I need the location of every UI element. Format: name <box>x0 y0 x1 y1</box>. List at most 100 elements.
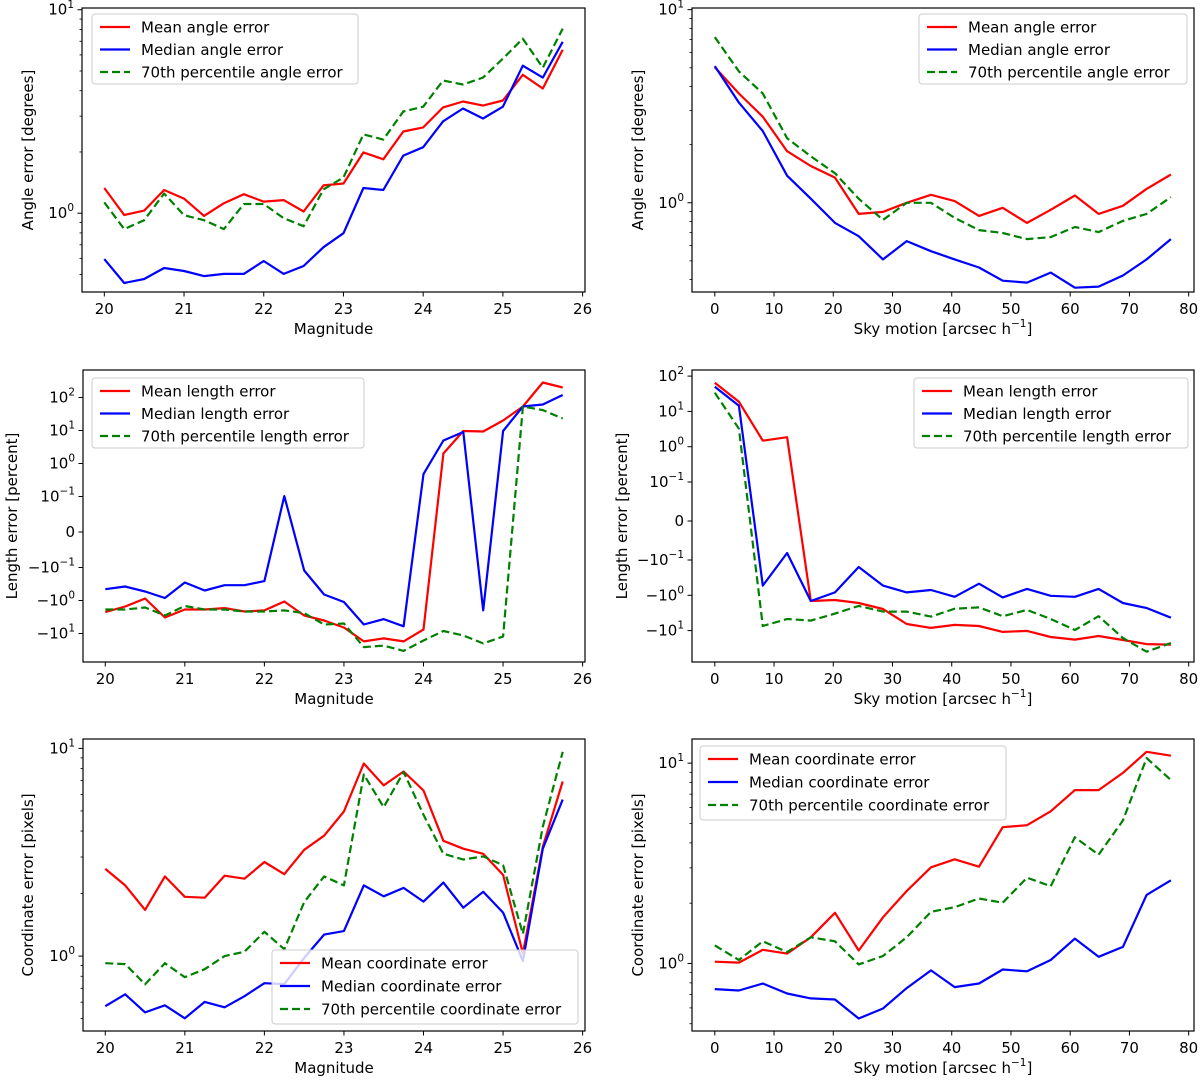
y-axis-label: Angle error [degrees] <box>19 70 37 231</box>
legend-label-median: Median coordinate error <box>321 978 502 996</box>
y-tick-label: 102 <box>658 365 684 385</box>
x-tick-label: 25 <box>493 300 512 318</box>
legend-label-mean: Mean coordinate error <box>749 751 917 769</box>
legend-box <box>271 949 579 1025</box>
x-tick-label: 21 <box>175 1039 194 1057</box>
x-tick-label: 30 <box>883 1039 902 1057</box>
panel-coordinate-vs-magnitude: 100 101 20 21 22 23 24 25 26 Magnitude Coordinate … <box>19 737 592 1077</box>
series-group <box>105 381 564 653</box>
series-line-p70 <box>103 28 564 231</box>
y-tick-label: 100 <box>658 952 684 972</box>
legend-label-median: Median length error <box>963 405 1112 423</box>
y-axis-label: Coordinate error [pixels] <box>19 793 37 976</box>
series-line-median <box>713 65 1172 289</box>
x-tick-label: 40 <box>942 1039 961 1057</box>
legend-label-mean: Mean angle error <box>968 19 1097 37</box>
series-line-p70 <box>105 751 564 986</box>
axes-frame <box>691 738 1195 1032</box>
x-tick-label: 80 <box>1179 1039 1198 1057</box>
x-tick-label: 25 <box>494 1039 513 1057</box>
x-tick-label: 60 <box>1061 300 1080 318</box>
legend-box <box>913 377 1189 449</box>
y-tick-label: −101 <box>646 620 684 640</box>
x-tick-label: 50 <box>1001 300 1020 318</box>
y-tick-label: 100 <box>658 192 684 212</box>
panel-angle-vs-magnitude: 100 101 20 21 22 23 24 25 26 Magnitude Angle error… <box>19 0 592 338</box>
x-axis-label: Magnitude <box>294 690 373 708</box>
y-tick-label: 101 <box>658 400 684 420</box>
x-tick-label: 80 <box>1179 670 1198 688</box>
series-line-mean <box>713 66 1172 224</box>
x-tick-label: 40 <box>942 670 961 688</box>
legend-label-p70: 70th percentile length error <box>963 428 1172 446</box>
series-group <box>104 751 564 1020</box>
series-group <box>713 381 1172 653</box>
x-tick-label: 26 <box>573 300 592 318</box>
x-tick-label: 20 <box>824 300 843 318</box>
axes-frame <box>81 7 586 293</box>
y-tick-label: −100 <box>646 584 684 604</box>
x-tick-label: 24 <box>414 1039 433 1057</box>
y-tick-label: 101 <box>49 420 75 440</box>
series-line-median <box>104 799 564 1020</box>
y-tick-label: 0 <box>65 523 75 541</box>
series-line-p70 <box>105 405 564 653</box>
legend-label-mean: Mean length error <box>963 383 1098 401</box>
legend: Mean length error Median length error 70th… <box>91 377 365 449</box>
x-tick-label: 24 <box>414 300 433 318</box>
legend: Mean coordinate error Median coordinate e… <box>271 949 579 1025</box>
x-tick-label: 20 <box>96 670 115 688</box>
legend-box <box>918 13 1188 85</box>
legend: Mean angle error Median angle error 70th p… <box>918 13 1188 85</box>
legend-label-median: Median length error <box>141 405 290 423</box>
x-tick-label: 20 <box>824 1039 843 1057</box>
legend-label-median: Median angle error <box>968 41 1111 59</box>
y-tick-label: 102 <box>49 387 75 407</box>
series-line-mean <box>105 381 563 643</box>
y-tick-label: 100 <box>49 945 75 965</box>
x-tick-label: 60 <box>1061 1039 1080 1057</box>
x-tick-label: 20 <box>824 670 843 688</box>
x-tick-label: 22 <box>255 1039 274 1057</box>
y-tick-label: 101 <box>658 752 684 772</box>
y-axis-label: Length error [percent] <box>613 433 631 600</box>
series-group <box>714 750 1172 1020</box>
y-tick-label: 10−1 <box>40 486 75 506</box>
x-tick-label: 23 <box>334 300 353 318</box>
y-tick-label: −100 <box>37 590 75 610</box>
series-line-mean <box>714 381 1171 646</box>
x-tick-label: 21 <box>174 300 193 318</box>
x-tick-label: 24 <box>414 670 433 688</box>
series-line-mean <box>104 762 564 955</box>
x-tick-label: 50 <box>1001 1039 1020 1057</box>
legend-box <box>91 377 365 449</box>
x-tick-label: 23 <box>334 1039 353 1057</box>
x-tick-label: 50 <box>1001 670 1020 688</box>
x-tick-label: 10 <box>764 300 783 318</box>
y-tick-label: −101 <box>37 623 75 643</box>
series-line-median <box>105 394 564 628</box>
panel-length-vs-skymotion: 102 101 100 10−1 0 −10−1 −100 −101 0 10 20 30 40 50 60… <box>613 365 1198 708</box>
legend: Mean angle error Median angle error 70th p… <box>91 13 359 85</box>
y-tick-label: 10−1 <box>649 471 684 491</box>
axes-frame <box>691 7 1195 293</box>
legend-box <box>699 745 1007 821</box>
series-line-p70 <box>714 756 1172 966</box>
legend: Mean length error Median length error 70th… <box>913 377 1189 449</box>
x-tick-label: 80 <box>1179 300 1198 318</box>
x-tick-label: 30 <box>883 300 902 318</box>
y-tick-label: 100 <box>48 202 74 222</box>
x-tick-label: 20 <box>96 1039 115 1057</box>
x-tick-label: 30 <box>883 670 902 688</box>
series-line-mean <box>103 49 564 217</box>
legend-label-median: Median coordinate error <box>749 774 930 792</box>
x-tick-label: 70 <box>1120 300 1139 318</box>
x-tick-label: 26 <box>573 670 592 688</box>
x-tick-label: 60 <box>1061 670 1080 688</box>
panel-length-vs-magnitude: 102 101 100 10−1 0 −10−1 −100 −101 20 21 22 23 24 25 2… <box>3 369 592 708</box>
x-tick-label: 70 <box>1120 1039 1139 1057</box>
axes-frame <box>691 369 1195 663</box>
axes-frame <box>82 369 586 663</box>
